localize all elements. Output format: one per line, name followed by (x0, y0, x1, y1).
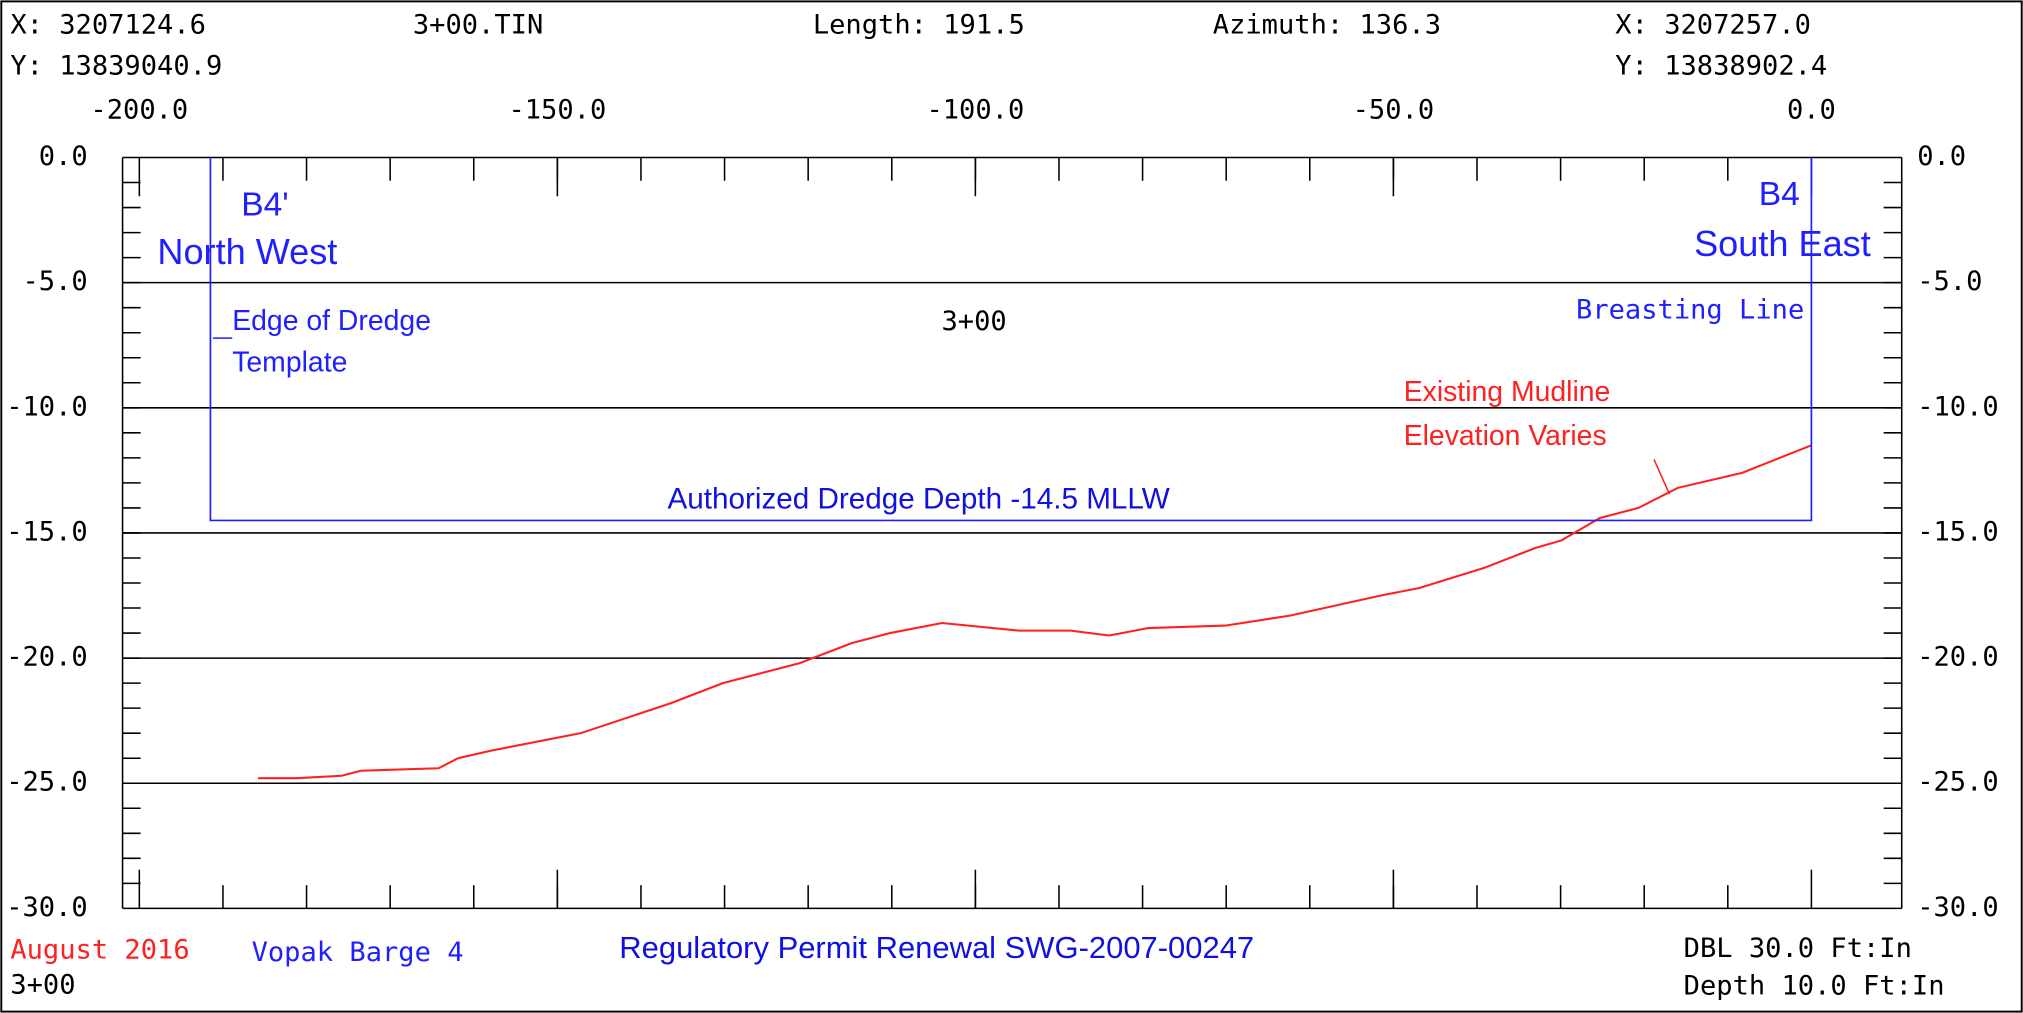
annotation: North West (157, 231, 337, 272)
annotation: 3+00 (941, 306, 1006, 337)
y-tick-label: -10.0 (6, 391, 88, 422)
annotation: Authorized Dredge Depth -14.5 MLLW (667, 483, 1169, 516)
end-y: Y: 13838902.4 (1615, 51, 1827, 82)
x-tick-label: -100.0 (926, 95, 1024, 126)
length: Length: 191.5 (813, 9, 1025, 40)
date: August 2016 (10, 934, 189, 965)
y-tick-label: -25.0 (1917, 767, 1999, 798)
y-tick-label: -10.0 (1917, 391, 1999, 422)
x-tick-label: -50.0 (1353, 95, 1435, 126)
azimuth: Azimuth: 136.3 (1213, 9, 1441, 40)
y-tick-label: -20.0 (6, 642, 88, 673)
annotation: B4' (241, 186, 288, 223)
file-name: 3+00.TIN (413, 9, 543, 40)
annotation: Existing Mudline (1404, 376, 1611, 408)
annotation: Breasting Line (1576, 295, 1804, 326)
scale-horizontal: DBL 30.0 Ft:In (1684, 933, 1912, 964)
y-tick-label: -5.0 (1917, 266, 1982, 297)
y-tick-label: 0.0 (1917, 141, 1966, 172)
annotation: Elevation Varies (1404, 420, 1607, 452)
mudline-leader (1653, 459, 1671, 495)
project: Vopak Barge 4 (252, 937, 464, 968)
annotation: South East (1694, 223, 1871, 264)
permit: Regulatory Permit Renewal SWG-2007-00247 (619, 930, 1254, 965)
start-x: X: 3207124.6 (10, 9, 206, 40)
x-tick-label: -200.0 (90, 95, 188, 126)
y-tick-label: -25.0 (6, 767, 88, 798)
y-tick-label: -30.0 (6, 892, 88, 923)
annotation: B4 (1759, 176, 1800, 213)
y-tick-label: -5.0 (23, 266, 88, 297)
scale-vertical: Depth 10.0 Ft:In (1684, 971, 1945, 1002)
x-tick-label: -150.0 (508, 95, 606, 126)
start-y: Y: 13839040.9 (10, 51, 222, 82)
y-tick-label: -15.0 (1917, 516, 1999, 547)
end-x: X: 3207257.0 (1615, 9, 1811, 40)
station: 3+00 (10, 969, 75, 1000)
y-tick-label: 0.0 (39, 141, 88, 172)
y-tick-label: -30.0 (1917, 892, 1999, 923)
mudline (258, 444, 1812, 780)
y-tick-label: -15.0 (6, 516, 88, 547)
annotation: Template (232, 346, 347, 378)
annotation: Edge of Dredge (232, 305, 431, 337)
dredge-template (209, 157, 1813, 522)
y-tick-label: -20.0 (1917, 642, 1999, 673)
x-tick-label: 0.0 (1787, 95, 1836, 126)
